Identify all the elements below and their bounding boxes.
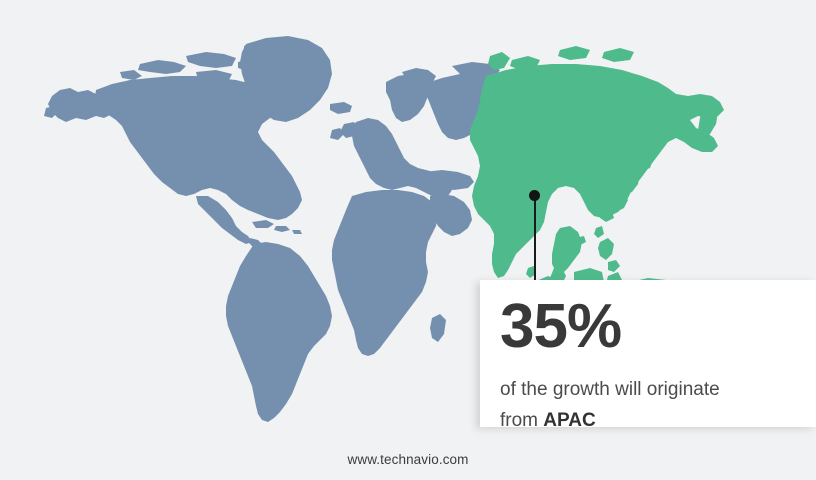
map-marker-line: [534, 196, 536, 282]
callout-percentage: 35%: [500, 292, 622, 361]
callout-line-2-prefix: from: [500, 410, 544, 431]
callout-description: of the growth will originate from APAC: [500, 374, 792, 436]
world-map-svg: [44, 36, 724, 422]
callout-line-1: of the growth will originate: [500, 379, 720, 400]
world-map: [44, 36, 724, 422]
footer-url: www.technavio.com: [347, 452, 469, 467]
callout-region-name: APAC: [543, 410, 596, 431]
map-marker-dot: [529, 190, 540, 201]
map-region-rest-of-world: [44, 36, 504, 422]
callout-card: 35% of the growth will originate from AP…: [480, 280, 816, 431]
